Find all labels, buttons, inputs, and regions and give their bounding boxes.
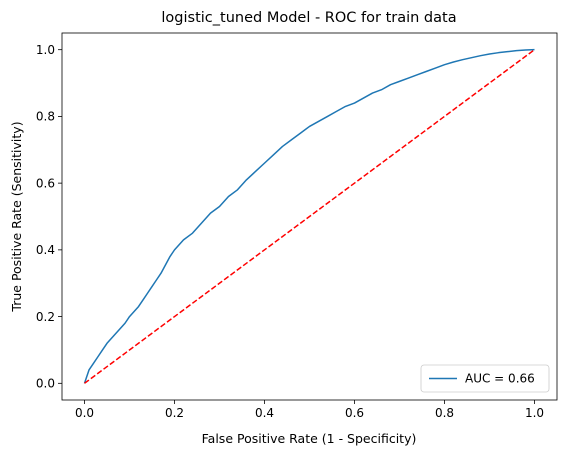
legend-label: AUC = 0.66 (465, 372, 535, 386)
y-tick-label: 1.0 (36, 43, 55, 57)
chance-diagonal-line (84, 49, 535, 384)
x-tick-label: 0.6 (345, 406, 364, 420)
y-tick-label: 0.2 (36, 310, 55, 324)
plot-frame (61, 32, 558, 401)
x-tick-label: 0.0 (75, 406, 94, 420)
x-tick-label: 0.2 (165, 406, 184, 420)
chart-title: logistic_tuned Model - ROC for train dat… (161, 10, 456, 26)
x-tick-label: 0.8 (435, 406, 454, 420)
y-tick-label: 0.0 (36, 377, 55, 391)
y-axis-label: True Positive Rate (Sensitivity) (9, 121, 24, 312)
plot-area: 0.0 0.2 0.4 0.6 0.8 1.0 0.0 0.2 0.4 0.6 0.8 1.0 (36, 32, 558, 420)
legend-box (420, 364, 550, 393)
y-tick-label: 0.6 (36, 176, 55, 190)
x-tick-label: 1.0 (525, 406, 544, 420)
legend: AUC = 0.66 (420, 364, 550, 393)
y-tick-label: 0.8 (36, 110, 55, 124)
x-axis-label: False Positive Rate (1 - Specificity) (202, 431, 417, 446)
y-tick-label: 0.4 (36, 243, 55, 257)
x-tick-label: 0.4 (255, 406, 274, 420)
roc-curve-line (83, 48, 535, 384)
